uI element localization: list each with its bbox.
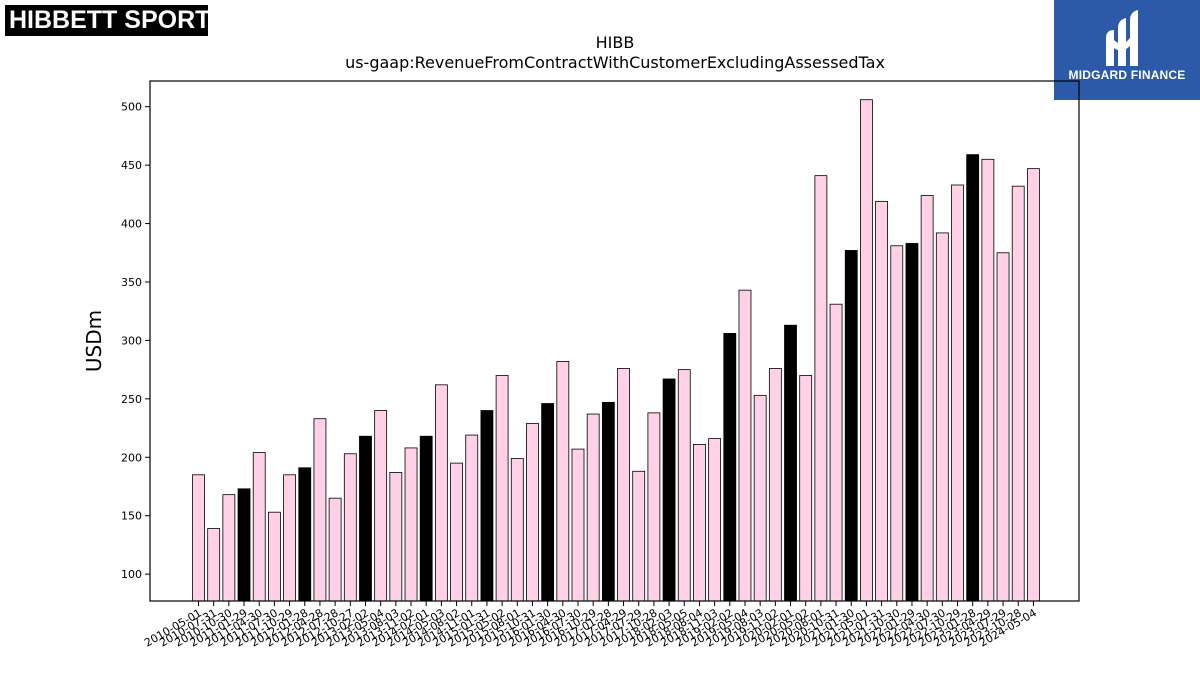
midgard-logo-mark-icon xyxy=(1106,10,1138,66)
bar-2017-07-29 xyxy=(632,470,646,602)
plot-frame xyxy=(149,80,1080,602)
bar-2013-08-03 xyxy=(389,472,403,602)
bar-2012-10-27 xyxy=(343,453,357,602)
bars-group xyxy=(192,99,1040,602)
bar-2021-10-30 xyxy=(890,245,904,602)
y-tick-label: 250 xyxy=(121,393,142,406)
bar-2021-07-31 xyxy=(875,200,888,602)
y-tick-label: 500 xyxy=(121,101,142,114)
bar-2022-01-29 xyxy=(905,243,919,602)
bar-2017-01-28 xyxy=(601,401,615,602)
bar-2021-01-30 xyxy=(844,250,858,602)
bar-2016-01-30 xyxy=(541,403,555,602)
bar-2019-05-04 xyxy=(738,289,752,602)
bar-2012-04-28 xyxy=(313,418,327,602)
hibbett-sports-logo: HIBBETT SPORTS® xyxy=(5,5,208,36)
bar-2023-01-28 xyxy=(966,154,980,602)
bar-2013-05-04 xyxy=(374,410,388,602)
bar-2019-11-02 xyxy=(768,368,782,602)
y-tick-label: 350 xyxy=(121,276,142,289)
bar-2020-10-31 xyxy=(829,303,843,602)
bar-2015-10-31 xyxy=(526,422,539,602)
bar-2010-10-30 xyxy=(222,494,236,602)
bar-2011-01-29 xyxy=(237,488,251,602)
x-axis: 2010-05-012010-07-312010-10-302011-01-29… xyxy=(142,601,1039,650)
bar-2023-10-28 xyxy=(1011,185,1025,602)
bar-2016-04-30 xyxy=(556,361,570,602)
logo-text: HIBBETT SPORTS xyxy=(9,6,208,34)
y-tick-label: 450 xyxy=(121,159,142,172)
bar-2021-05-01 xyxy=(860,99,873,602)
y-tick-label: 300 xyxy=(121,334,142,347)
midgard-finance-logo: MIDGARD FINANCE xyxy=(1054,0,1200,100)
y-tick-label: 200 xyxy=(121,451,142,464)
bar-2015-08-01 xyxy=(510,458,524,602)
bar-2016-07-30 xyxy=(571,448,585,602)
bar-2013-11-02 xyxy=(404,447,418,602)
y-axis: 100 150 200 250 300 350 400 450 500 xyxy=(121,101,150,581)
bar-2023-04-29 xyxy=(981,158,995,602)
bar-2015-01-31 xyxy=(480,410,494,602)
bar-2023-07-29 xyxy=(996,252,1010,602)
y-axis-label: USDm xyxy=(82,310,106,372)
bar-2018-02-03 xyxy=(662,378,676,602)
bar-2010-07-31 xyxy=(207,528,221,602)
bar-2013-02-02 xyxy=(359,435,372,602)
bar-2014-05-03 xyxy=(434,384,448,602)
bar-2014-02-01 xyxy=(419,435,433,602)
bar-2016-10-29 xyxy=(586,413,600,602)
bar-2017-10-28 xyxy=(647,412,661,602)
bar-2017-04-29 xyxy=(617,368,630,602)
bar-2018-05-05 xyxy=(677,369,691,602)
bar-2022-07-30 xyxy=(935,232,949,602)
bar-2019-08-03 xyxy=(753,394,767,602)
chart-subtitle: us-gaap:RevenueFromContractWithCustomerE… xyxy=(345,53,885,72)
bar-2020-02-01 xyxy=(784,324,797,602)
midgard-logo-text: MIDGARD FINANCE xyxy=(1068,68,1186,82)
bar-2015-05-02 xyxy=(495,375,509,602)
y-tick-label: 150 xyxy=(121,510,142,523)
bar-2018-08-04 xyxy=(693,444,706,602)
bar-2011-10-29 xyxy=(283,474,296,602)
bar-2014-08-02 xyxy=(450,462,463,602)
chart-title: HIBB xyxy=(596,33,635,52)
bar-2012-07-28 xyxy=(328,497,342,602)
bar-2022-04-30 xyxy=(920,195,934,602)
bar-2011-07-30 xyxy=(267,511,281,602)
bar-2019-02-02 xyxy=(723,332,737,602)
y-tick-label: 400 xyxy=(121,218,142,231)
y-tick-label: 100 xyxy=(121,568,142,581)
bar-2010-05-01 xyxy=(192,474,205,602)
bar-2020-08-01 xyxy=(814,175,828,602)
bar-2012-01-28 xyxy=(298,467,312,602)
bar-2018-11-03 xyxy=(708,438,722,602)
bar-2024-05-04 xyxy=(1027,168,1040,602)
bar-2020-05-02 xyxy=(799,375,813,602)
bar-2014-11-01 xyxy=(465,434,479,602)
bar-2022-10-29 xyxy=(951,184,964,602)
bar-2011-04-30 xyxy=(252,452,266,602)
